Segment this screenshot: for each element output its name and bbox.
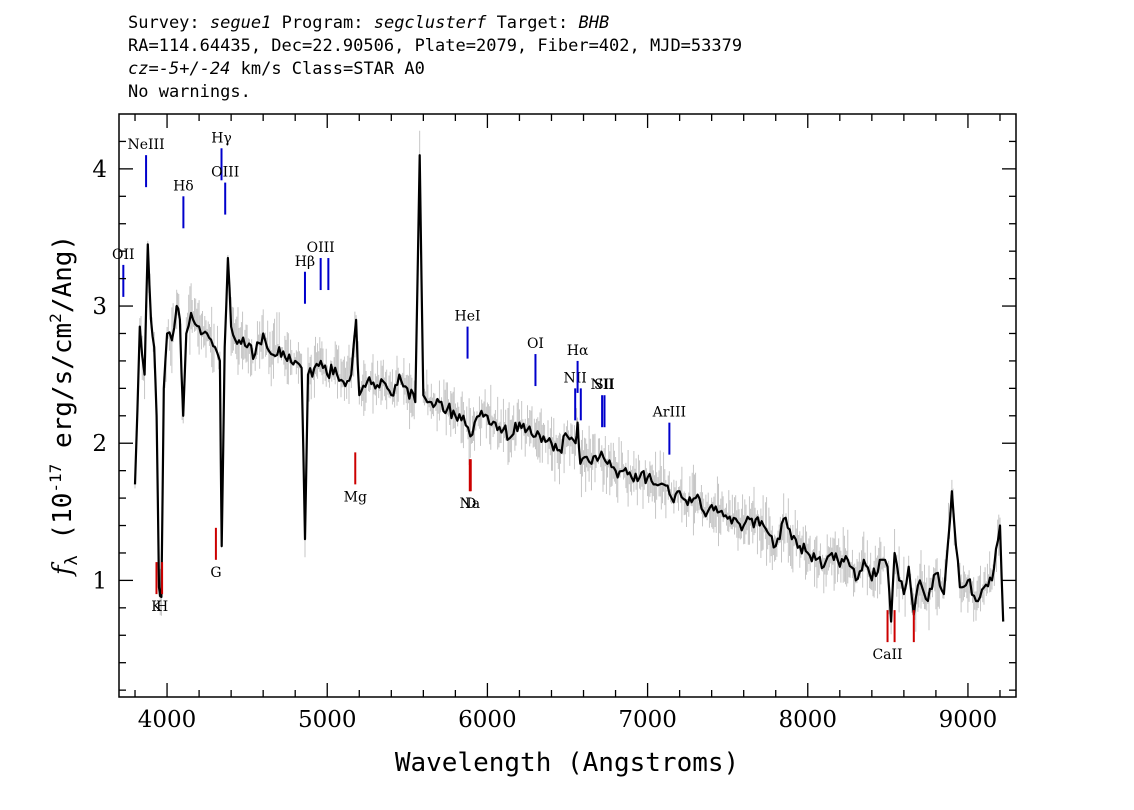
target-label: Target: <box>496 13 569 33</box>
y-tick-label-4: 4 <box>92 157 107 183</box>
axis-ticks: 4000 5000 6000 7000 8000 9000 1 2 3 4 <box>92 114 1016 733</box>
emission-label-10: NII <box>564 370 587 386</box>
emission-label-15: ArIII <box>652 405 686 421</box>
x-tick-label-7000: 7000 <box>618 707 677 733</box>
cz-symbol: cz <box>128 59 149 79</box>
emission-label-11: Hα <box>567 343 589 359</box>
header-line-warnings: No warnings. <box>128 82 251 102</box>
spectrum-header: Survey: segue1 Program: segclusterf Targ… <box>128 12 1108 104</box>
plot-frame <box>118 113 1017 698</box>
survey-label: Survey: <box>128 13 200 33</box>
spectrum-line <box>133 154 1005 623</box>
x-axis-title: Wavelength (Angstroms) <box>395 748 739 778</box>
survey-value: segue1 <box>209 13 272 33</box>
y-axis-pre: (10 <box>48 493 78 556</box>
program-value: segclusterf <box>373 13 487 33</box>
y-axis-mid: erg/s/cm <box>48 323 78 464</box>
y-axis-title: fλ (10-17 erg/s/cm2/Ang) <box>46 235 82 577</box>
y-axis-post: /Ang) <box>48 235 78 313</box>
y-axis-exp2: 2 <box>46 313 65 323</box>
absorption-label-2: G <box>210 565 221 581</box>
header-line-redshift: cz=-5+/-24 km/s Class=STAR A0 <box>128 58 1108 81</box>
absorption-label-0: K <box>151 599 162 615</box>
emission-label-1: NeIII <box>127 137 164 153</box>
absorption-label-6: CaII <box>872 647 902 663</box>
y-tick-label-2: 2 <box>92 431 107 457</box>
series-layer <box>133 154 1005 623</box>
emission-label-8: HeI <box>455 309 481 325</box>
absorption-label-4: Na <box>459 496 480 512</box>
program-label: Program: <box>281 13 364 33</box>
x-tick-label-4000: 4000 <box>138 707 197 733</box>
emission-label-0: OII <box>112 247 135 263</box>
emission-label-2: Hδ <box>173 178 194 194</box>
header-line-coordinates: RA=114.64435, Dec=22.90506, Plate=2079, … <box>128 36 743 56</box>
header-line-survey: Survey: segue1 Program: segclusterf Targ… <box>128 12 1108 35</box>
absorption-label-1: H <box>156 599 168 615</box>
x-tick-label-6000: 6000 <box>458 707 517 733</box>
emission-label-4: OIII <box>211 165 239 181</box>
emission-label-14: SII <box>594 377 615 393</box>
emission-label-13: NII <box>590 377 613 393</box>
y-axis-lambda: λ <box>62 555 82 565</box>
emission-label-3: Hγ <box>211 130 232 146</box>
spectral-line-markers: OIINeIIIHδHγOIIIHβOIIIHeIOINIIHαNIISIIAr… <box>112 130 915 663</box>
target-value: BHB <box>578 13 610 33</box>
absorption-label-3: Mg <box>344 489 367 505</box>
absorption-label-5: D <box>465 496 476 512</box>
y-tick-label-1: 1 <box>92 568 107 594</box>
cz-equals: = <box>148 59 159 79</box>
emission-label-6: OIII <box>307 240 335 256</box>
x-tick-label-8000: 8000 <box>778 707 837 733</box>
cz-class: km/s Class=STAR A0 <box>230 59 425 79</box>
emission-label-5: Hβ <box>295 254 315 270</box>
y-tick-label-3: 3 <box>92 294 107 320</box>
emission-label-9: OI <box>527 336 544 352</box>
y-axis-exp1: -17 <box>46 464 65 493</box>
x-tick-label-5000: 5000 <box>298 707 357 733</box>
x-tick-label-9000: 9000 <box>939 707 998 733</box>
cz-value: -5+/-24 <box>158 59 231 79</box>
